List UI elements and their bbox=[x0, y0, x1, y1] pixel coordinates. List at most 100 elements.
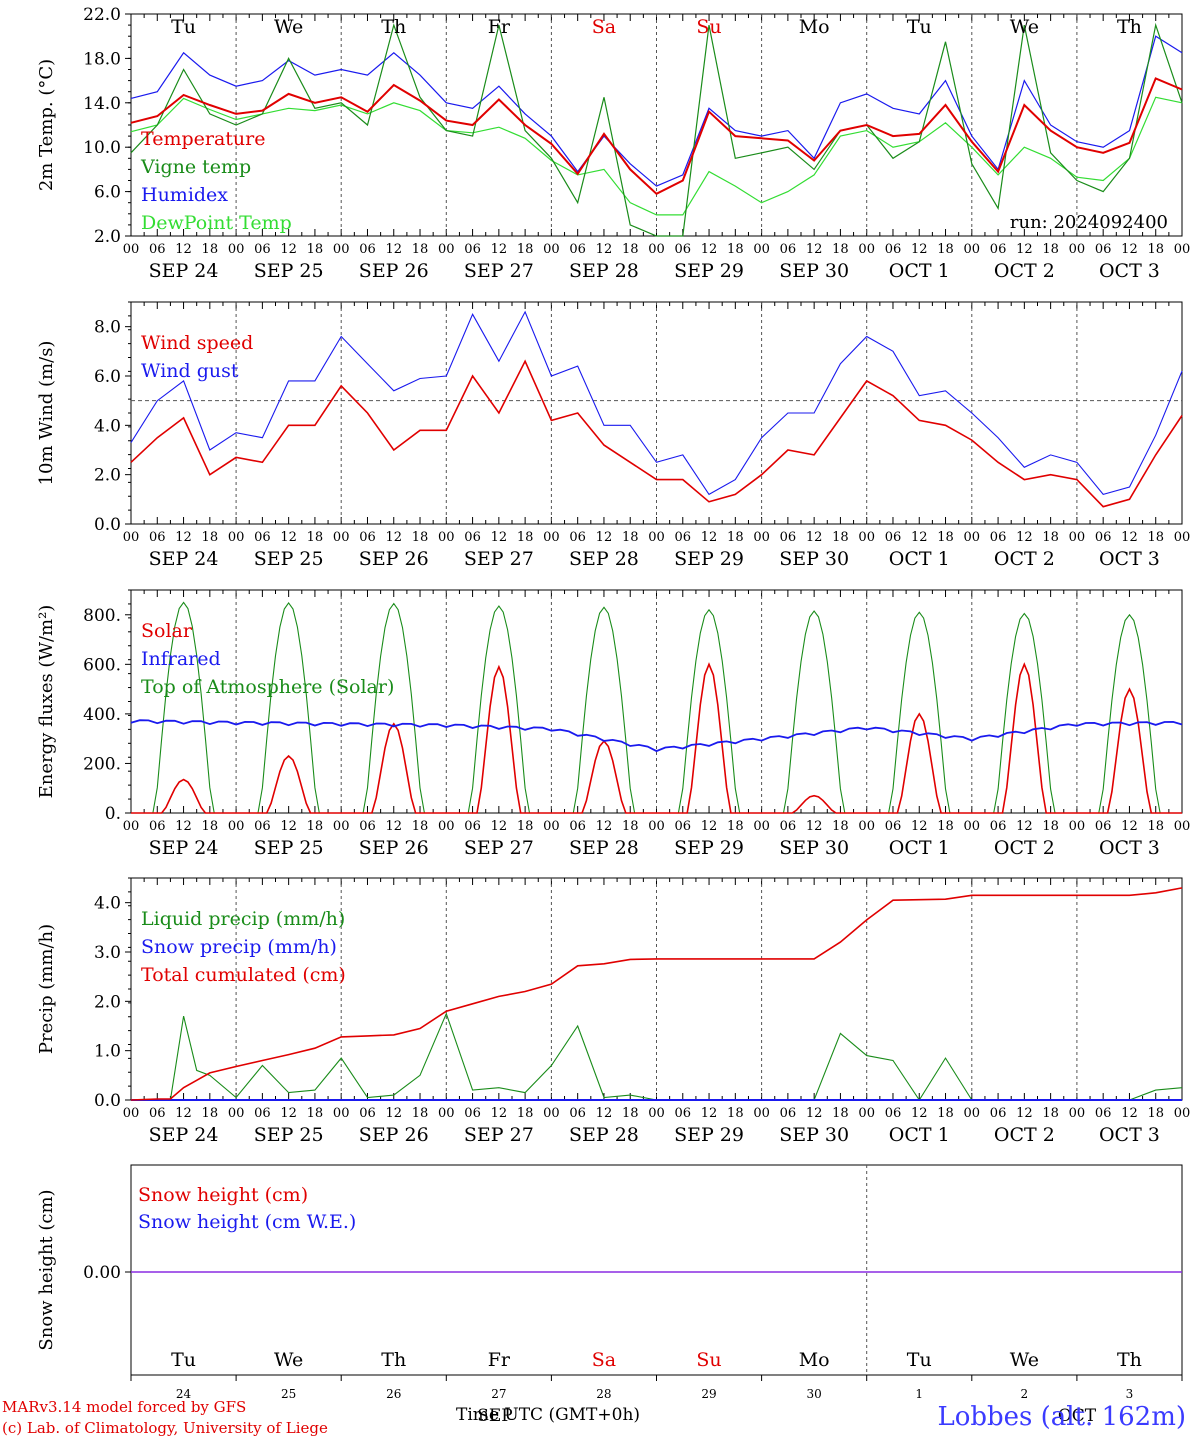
y-tick-label: 600. bbox=[83, 655, 121, 675]
day-number: 3 bbox=[1126, 1387, 1134, 1401]
hour-tick-label: 18 bbox=[412, 242, 429, 257]
hour-tick-label: 18 bbox=[622, 819, 639, 834]
hour-tick-label: 18 bbox=[937, 819, 954, 834]
hour-tick-label: 18 bbox=[307, 242, 324, 257]
hour-tick-label: 00 bbox=[858, 530, 875, 545]
day-number: 30 bbox=[807, 1387, 822, 1401]
hour-tick-label: 00 bbox=[543, 242, 560, 257]
y-tick-label: 10.0 bbox=[83, 138, 121, 158]
day-number: 24 bbox=[176, 1387, 192, 1401]
hour-tick-label: 12 bbox=[1016, 242, 1033, 257]
y-axis-title: Snow height (cm) bbox=[36, 1189, 57, 1350]
y-axis-title: Energy fluxes (W/m²) bbox=[36, 605, 57, 799]
legend-entry: Temperature bbox=[141, 128, 265, 150]
hour-tick-label: 18 bbox=[307, 1106, 324, 1121]
date-label: OCT 1 bbox=[889, 1124, 950, 1146]
date-label: OCT 2 bbox=[994, 260, 1055, 282]
hour-tick-label: 12 bbox=[911, 1106, 928, 1121]
hour-tick-label: 12 bbox=[911, 530, 928, 545]
day-number: 25 bbox=[281, 1387, 296, 1401]
weekday-label: We bbox=[274, 1349, 303, 1371]
date-label: SEP 28 bbox=[569, 260, 639, 282]
hour-tick-label: 06 bbox=[675, 819, 692, 834]
panel-frame bbox=[130, 589, 1183, 814]
date-label: SEP 26 bbox=[359, 260, 429, 282]
y-tick-label: 400. bbox=[83, 705, 121, 725]
hour-tick-label: 12 bbox=[596, 819, 613, 834]
hour-tick-label: 12 bbox=[806, 819, 823, 834]
hour-tick-label: 00 bbox=[543, 819, 560, 834]
date-label: SEP 29 bbox=[674, 1124, 744, 1146]
y-axis-title: Precip (mm/h) bbox=[36, 924, 57, 1054]
hour-tick-label: 00 bbox=[438, 1106, 455, 1121]
legend-entry: Snow height (cm) bbox=[138, 1184, 308, 1206]
series-line bbox=[130, 359, 1183, 508]
hour-tick-label: 00 bbox=[438, 819, 455, 834]
hour-tick-label: 12 bbox=[385, 530, 402, 545]
hour-tick-label: 12 bbox=[701, 530, 718, 545]
hour-tick-label: 18 bbox=[622, 242, 639, 257]
legend-entry: Vigne temp bbox=[140, 156, 251, 178]
hour-tick-label: 00 bbox=[753, 1106, 770, 1121]
day-number: 28 bbox=[596, 1387, 611, 1401]
hour-tick-label: 00 bbox=[333, 819, 350, 834]
y-tick-label: 6.0 bbox=[94, 183, 121, 203]
run-label: run: 2024092400 bbox=[1010, 212, 1168, 233]
hour-tick-label: 18 bbox=[412, 1106, 429, 1121]
series-line bbox=[130, 719, 1183, 753]
legend-entry: Top of Atmosphere (Solar) bbox=[141, 676, 394, 698]
date-label: SEP 26 bbox=[359, 1124, 429, 1146]
hour-tick-label: 06 bbox=[675, 242, 692, 257]
weekday-label: Mo bbox=[799, 16, 830, 38]
hour-tick-label: 00 bbox=[648, 530, 665, 545]
hour-tick-label: 00 bbox=[123, 530, 140, 545]
weekday-label: Th bbox=[1117, 16, 1142, 38]
hour-tick-label: 06 bbox=[359, 819, 376, 834]
hour-tick-label: 18 bbox=[202, 819, 219, 834]
hour-tick-label: 06 bbox=[1095, 819, 1112, 834]
hour-tick-label: 06 bbox=[254, 242, 271, 257]
date-label: OCT 2 bbox=[994, 1124, 1055, 1146]
legend-entry: Infrared bbox=[141, 648, 221, 670]
series-line bbox=[130, 96, 1183, 216]
date-label: OCT 1 bbox=[889, 837, 950, 859]
y-tick-label: 4.0 bbox=[94, 894, 121, 914]
date-label: SEP 30 bbox=[779, 260, 849, 282]
date-label: SEP 29 bbox=[674, 260, 744, 282]
hour-tick-label: 18 bbox=[517, 819, 534, 834]
hour-tick-label: 18 bbox=[832, 242, 849, 257]
hour-tick-label: 18 bbox=[202, 242, 219, 257]
hour-tick-label: 06 bbox=[1095, 1106, 1112, 1121]
hour-tick-label: 12 bbox=[175, 1106, 192, 1121]
hour-tick-label: 00 bbox=[753, 242, 770, 257]
hour-tick-label: 06 bbox=[1095, 530, 1112, 545]
date-label: SEP 27 bbox=[464, 260, 534, 282]
hour-tick-label: 18 bbox=[622, 530, 639, 545]
hour-tick-label: 18 bbox=[937, 1106, 954, 1121]
date-label: SEP 27 bbox=[464, 837, 534, 859]
hour-tick-label: 06 bbox=[149, 530, 166, 545]
hour-tick-label: 00 bbox=[438, 242, 455, 257]
hour-tick-label: 18 bbox=[1042, 819, 1059, 834]
date-label: OCT 3 bbox=[1099, 548, 1160, 570]
date-label: OCT 1 bbox=[889, 548, 950, 570]
legend-entry: Liquid precip (mm/h) bbox=[141, 908, 345, 930]
hour-tick-label: 18 bbox=[727, 242, 744, 257]
date-label: SEP 24 bbox=[149, 837, 219, 859]
date-label: SEP 24 bbox=[149, 1124, 219, 1146]
hour-tick-label: 18 bbox=[727, 819, 744, 834]
hour-tick-label: 12 bbox=[806, 242, 823, 257]
legend-entry: Wind speed bbox=[141, 332, 253, 354]
hour-tick-label: 00 bbox=[648, 242, 665, 257]
y-tick-label: 3.0 bbox=[94, 943, 121, 963]
hour-tick-label: 12 bbox=[280, 1106, 297, 1121]
hour-tick-label: 18 bbox=[832, 819, 849, 834]
series-line bbox=[130, 77, 1183, 196]
hour-tick-label: 00 bbox=[228, 819, 245, 834]
hour-tick-label: 06 bbox=[464, 1106, 481, 1121]
legend-entry: DewPoint Temp bbox=[141, 212, 292, 234]
weekday-label: We bbox=[274, 16, 303, 38]
hour-tick-label: 00 bbox=[1069, 819, 1086, 834]
hour-tick-label: 18 bbox=[1147, 530, 1164, 545]
